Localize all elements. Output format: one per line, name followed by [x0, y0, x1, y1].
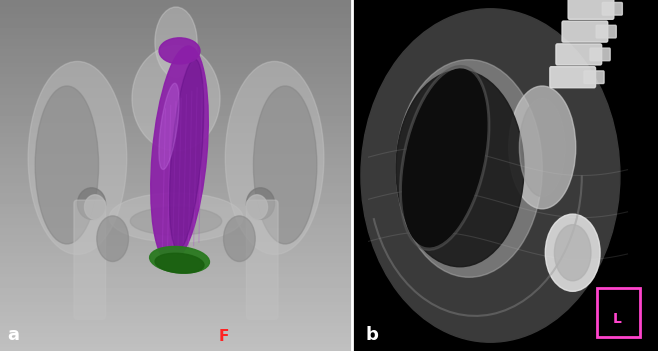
Ellipse shape — [399, 66, 490, 250]
Ellipse shape — [225, 61, 324, 254]
Ellipse shape — [170, 59, 204, 250]
FancyBboxPatch shape — [568, 0, 614, 19]
Ellipse shape — [36, 86, 99, 244]
FancyBboxPatch shape — [562, 21, 608, 42]
Ellipse shape — [403, 69, 487, 247]
Ellipse shape — [224, 216, 255, 261]
Ellipse shape — [361, 9, 620, 342]
Ellipse shape — [151, 46, 209, 263]
Ellipse shape — [155, 7, 197, 77]
Ellipse shape — [509, 86, 576, 209]
Ellipse shape — [253, 86, 317, 244]
Ellipse shape — [149, 246, 209, 273]
Ellipse shape — [555, 225, 591, 281]
Ellipse shape — [28, 61, 127, 254]
Ellipse shape — [159, 83, 179, 170]
Ellipse shape — [78, 188, 105, 219]
Ellipse shape — [84, 195, 106, 219]
Ellipse shape — [132, 46, 220, 151]
Text: a: a — [7, 326, 19, 344]
FancyBboxPatch shape — [590, 48, 610, 61]
FancyBboxPatch shape — [596, 25, 617, 38]
Ellipse shape — [519, 98, 565, 197]
Ellipse shape — [396, 60, 542, 277]
Text: L: L — [613, 312, 621, 326]
FancyBboxPatch shape — [602, 2, 622, 15]
FancyBboxPatch shape — [584, 71, 604, 84]
Ellipse shape — [246, 195, 268, 219]
Ellipse shape — [130, 207, 222, 235]
FancyBboxPatch shape — [556, 44, 601, 65]
Ellipse shape — [155, 253, 204, 273]
Ellipse shape — [159, 38, 200, 64]
Ellipse shape — [97, 216, 128, 261]
Ellipse shape — [396, 70, 524, 267]
Ellipse shape — [109, 193, 243, 242]
Text: b: b — [366, 326, 378, 344]
Text: F: F — [218, 329, 228, 344]
FancyBboxPatch shape — [246, 200, 278, 319]
Ellipse shape — [247, 188, 274, 219]
Ellipse shape — [545, 214, 600, 291]
FancyBboxPatch shape — [74, 200, 105, 319]
FancyBboxPatch shape — [550, 67, 595, 88]
